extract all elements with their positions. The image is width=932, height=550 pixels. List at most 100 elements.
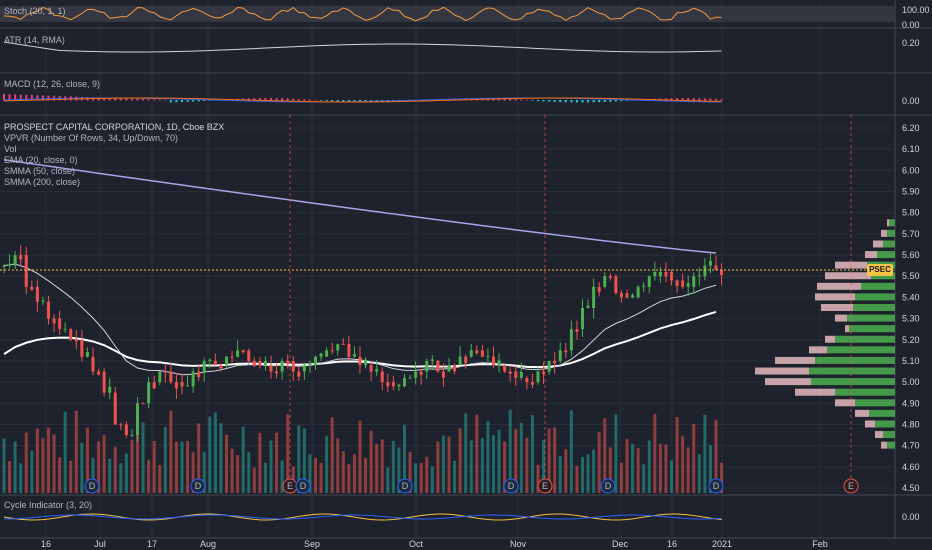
volume-bar [152, 440, 156, 493]
macd-bar [303, 99, 306, 101]
macd-bar [253, 98, 256, 101]
candle-body [675, 280, 679, 286]
vpvr-down-bar [815, 293, 855, 301]
candle-body [47, 301, 50, 319]
vpvr-up-bar [855, 293, 895, 301]
volume-bar [458, 428, 462, 493]
volume-bar [74, 410, 78, 493]
candle-body [391, 382, 395, 387]
volume-bar [236, 455, 240, 493]
volume-bar [391, 440, 395, 493]
volume-bar [441, 435, 445, 493]
candle-body [636, 286, 640, 298]
candle-body [13, 255, 17, 266]
macd-bar [142, 99, 145, 101]
candle-body [113, 392, 117, 425]
volume-bar [180, 441, 184, 493]
volume-bar [47, 427, 50, 493]
macd-bar [297, 98, 300, 101]
candle-body [302, 365, 306, 372]
macd-bar [626, 100, 628, 101]
volume-bar [213, 412, 217, 493]
candle-body [2, 265, 6, 267]
time-axis[interactable]: 16 Jul 17 Aug Sep Oct Nov Dec 16 2021 Feb [41, 539, 828, 549]
macd-bar [169, 100, 172, 103]
indicator-smma50: SMMA (50, close) [4, 166, 76, 176]
candle-body [174, 382, 178, 389]
candle-body [681, 280, 685, 287]
candle-body [486, 355, 490, 357]
candle-body [436, 360, 440, 372]
macd-bar [587, 100, 590, 103]
macd-bar [97, 97, 100, 101]
volume-bar [380, 439, 384, 493]
dividend-marker [84, 478, 100, 494]
volume-bar [430, 466, 434, 493]
time-tick: Sep [304, 539, 320, 549]
macd-bar [331, 100, 334, 102]
volume-bar [697, 454, 701, 493]
macd-bar [175, 100, 178, 103]
macd-bar [715, 98, 717, 101]
price-tick: 5.10 [902, 356, 920, 366]
macd-bar [681, 98, 684, 101]
price-axis[interactable]: 100.00 0.00 0.20 0.00 0.00 6.20 6.10 6.00 5.90 5.… [902, 5, 930, 522]
volume-bar [308, 454, 312, 493]
volume-bar [158, 465, 162, 493]
symbol-badge[interactable]: PSEC [867, 264, 893, 276]
macd-bar [592, 100, 595, 103]
volume-bar [258, 432, 262, 493]
vpvr-up-bar [875, 420, 895, 428]
vpvr-down-bar [855, 409, 869, 417]
candle-body [397, 384, 401, 387]
candle-body [225, 356, 228, 366]
macd-bar [136, 98, 139, 101]
candle-body [558, 350, 562, 361]
earnings-marker [537, 478, 553, 494]
volume-bar [297, 425, 301, 493]
macd-bar [336, 100, 339, 102]
candle-body [475, 350, 479, 354]
macd-bar [147, 99, 150, 101]
candle-body [325, 350, 329, 357]
dividend-marker [503, 478, 519, 494]
volume-bar [119, 463, 123, 493]
volume-bar [186, 440, 190, 493]
stoch-band [0, 6, 895, 22]
price-tick: 4.60 [902, 462, 920, 472]
macd-bar [103, 97, 106, 101]
volume-bar [436, 441, 440, 493]
candle-body [653, 271, 657, 277]
time-tick: Dec [612, 539, 629, 549]
volume-bar [358, 420, 362, 493]
vpvr-down-bar [865, 420, 875, 428]
macd-bar [125, 98, 128, 101]
volume-bar [631, 443, 635, 493]
candlesticks [2, 245, 724, 443]
candle-body [553, 360, 557, 364]
candle-body [8, 264, 12, 266]
candle-body [658, 272, 662, 277]
vpvr-up-bar [861, 282, 895, 290]
volume-bar [24, 432, 28, 493]
candle-body [91, 356, 95, 372]
cycle-line-a [3, 513, 722, 521]
macd-legend: MACD (12, 26, close, 9) [4, 79, 100, 90]
candle-body [186, 385, 190, 387]
candle-body [269, 365, 273, 372]
candle-body [464, 356, 468, 363]
volume-bar [286, 414, 290, 493]
candle-body [430, 359, 434, 361]
candle-body [414, 371, 418, 378]
vpvr-down-bar [875, 431, 883, 439]
dividend-marker [600, 478, 616, 494]
candle-body [597, 286, 601, 292]
macd-bar [292, 98, 295, 101]
marker-label: E [287, 481, 293, 491]
candle-body [647, 276, 651, 287]
candle-body [525, 377, 529, 383]
vpvr-down-bar [821, 304, 853, 311]
dividend-marker [295, 478, 311, 494]
